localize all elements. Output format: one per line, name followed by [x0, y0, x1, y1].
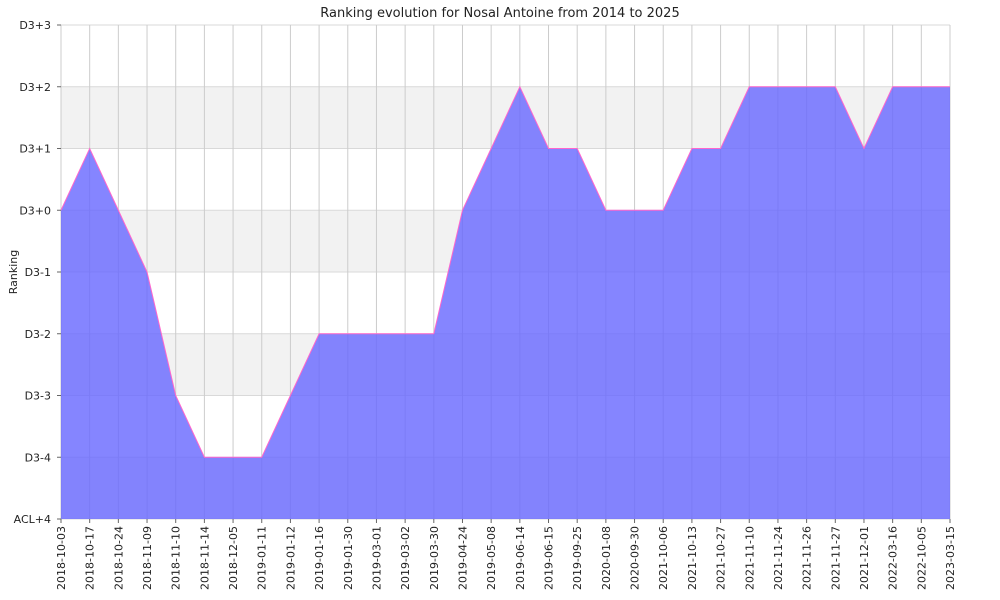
x-tick-label: 2019-06-14: [514, 526, 527, 590]
x-tick-label: 2018-11-09: [141, 526, 154, 590]
x-tick-label: 2023-03-15: [944, 526, 957, 590]
x-tick-label: 2018-10-24: [112, 526, 125, 590]
x-tick-label: 2021-11-26: [801, 526, 814, 590]
x-tick-label: 2021-10-27: [715, 526, 728, 590]
x-tick-label: 2019-01-12: [284, 526, 297, 590]
x-tick-label: 2019-03-02: [399, 526, 412, 590]
x-tick-label: 2018-12-05: [227, 526, 240, 590]
x-tick-label: 2019-03-30: [428, 526, 441, 590]
x-tick-label: 2018-10-03: [55, 526, 68, 590]
x-tick-label: 2019-04-24: [456, 526, 469, 590]
plot-area: [60, 85, 950, 519]
y-tick-label: D3-1: [25, 266, 51, 279]
y-tick-label: D3+0: [19, 204, 51, 217]
x-tick-label: 2021-11-10: [743, 526, 756, 590]
x-tick-label: 2019-06-15: [543, 526, 556, 590]
x-tick-label: 2019-09-25: [571, 526, 584, 590]
x-tick-label: 2021-11-27: [829, 526, 842, 590]
x-tick-label: 2019-03-01: [370, 526, 383, 590]
y-tick-label: D3+2: [19, 81, 51, 94]
x-tick-label: 2021-10-13: [686, 526, 699, 590]
chart-title: Ranking evolution for Nosal Antoine from…: [320, 6, 679, 21]
x-tick-label: 2018-11-14: [198, 526, 211, 590]
background-band: [61, 25, 950, 87]
y-axis-title: Ranking: [7, 250, 20, 295]
x-tick-label: 2018-10-17: [84, 526, 97, 590]
series-line: [60, 85, 950, 458]
x-tick-label: 2019-01-16: [313, 526, 326, 590]
y-tick-label: D3+3: [19, 19, 51, 32]
y-tick-label: D3-4: [25, 451, 51, 464]
y-axis: ACL+4 D3-4 D3-3 D3-2 D3-1 D3+0 D3+1 D3+2 D3+3: [14, 19, 61, 526]
x-tick-label: 2018-11-10: [170, 526, 183, 590]
x-tick-label: 2019-01-30: [342, 526, 355, 590]
y-tick-label: D3-2: [25, 328, 51, 341]
y-tick-label: D3-3: [25, 390, 51, 403]
x-tick-label: 2021-11-24: [772, 526, 785, 590]
x-tick-label: 2019-05-08: [485, 526, 498, 590]
x-axis: 2018-10-03 2018-10-17 2018-10-24 2018-11-09…: [55, 519, 957, 590]
x-tick-label: 2022-03-16: [887, 526, 900, 590]
x-tick-label: 2021-10-06: [657, 526, 670, 590]
y-tick-label: D3+1: [19, 143, 51, 156]
y-tick-label: ACL+4: [14, 513, 51, 526]
x-tick-label: 2020-01-08: [600, 526, 613, 590]
x-tick-label: 2019-01-11: [256, 526, 269, 590]
x-tick-label: 2020-09-30: [629, 526, 642, 590]
x-tick-label: 2021-12-01: [858, 526, 871, 590]
x-tick-label: 2022-10-05: [915, 526, 928, 590]
